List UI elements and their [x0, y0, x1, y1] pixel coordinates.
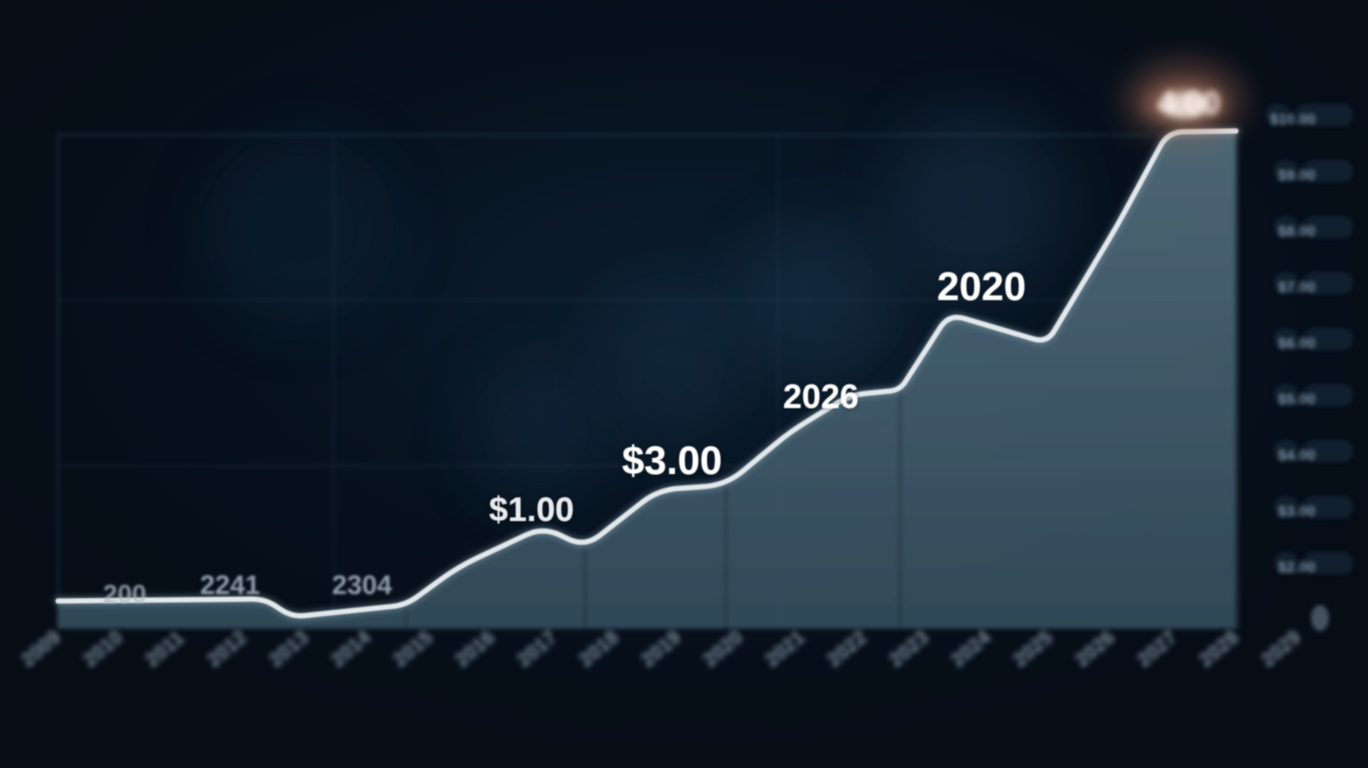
svg-text:$6.00: $6.00 — [1278, 335, 1316, 352]
svg-text:$10.00: $10.00 — [1270, 111, 1316, 128]
svg-text:$4.00: $4.00 — [1278, 447, 1316, 464]
svg-text:2026: 2026 — [783, 378, 859, 416]
svg-text:$3.00: $3.00 — [622, 439, 722, 483]
svg-text:$3.00: $3.00 — [1278, 503, 1316, 520]
svg-text:200: 200 — [103, 579, 146, 609]
svg-text:$7.00: $7.00 — [1278, 279, 1316, 296]
svg-text:2304: 2304 — [332, 570, 392, 600]
svg-text:$5.00: $5.00 — [1278, 391, 1316, 408]
svg-text:$1.00: $1.00 — [489, 491, 574, 529]
svg-text:2241: 2241 — [200, 570, 260, 600]
svg-text:$2.00: $2.00 — [1278, 559, 1316, 576]
svg-text:$9.00: $9.00 — [1278, 167, 1316, 184]
svg-text:$8.00: $8.00 — [1278, 223, 1316, 240]
svg-text:2020: 2020 — [937, 265, 1026, 309]
